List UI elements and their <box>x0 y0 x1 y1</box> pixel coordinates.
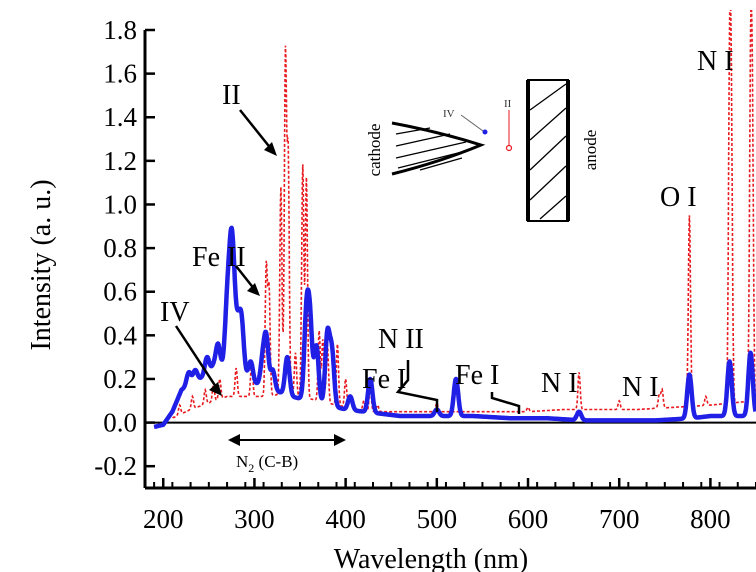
anode-hatching <box>529 83 567 220</box>
annotation-arrows <box>174 109 521 414</box>
n2-band-marker: N2 (C-B) <box>228 434 346 475</box>
inset-ii-dot <box>505 144 513 152</box>
x-tick-label: 800 <box>690 504 731 534</box>
tick-group: -0.2 0.0 0.2 0.4 0.6 0.8 1.0 1.2 1.4 1.6 1.8 200 300… <box>94 15 756 534</box>
y-tick-label: 0.2 <box>103 364 137 394</box>
n2-label-sub: 2 <box>248 461 254 475</box>
annotation-o-i: O I <box>660 182 697 213</box>
n2-band-label: N2 (C-B) <box>236 452 298 475</box>
inset-anode-label: anode <box>581 130 600 171</box>
leader-fe-i <box>490 392 521 414</box>
arrow-fe-ii <box>235 265 256 291</box>
y-tick-label: -0.2 <box>94 451 137 481</box>
x-tick-label: 500 <box>417 504 458 534</box>
x-tick-label: 400 <box>325 504 366 534</box>
n2-label-rest: (C-B) <box>254 452 298 471</box>
n2-band-right-arrow <box>334 434 346 446</box>
arrowhead-iv <box>209 382 222 396</box>
inset-schematic: cathode IV II anode <box>365 79 600 222</box>
x-tick-label: 600 <box>508 504 549 534</box>
y-tick-label: 0.4 <box>103 320 137 350</box>
n2-label-main: N <box>236 452 248 471</box>
annotation-n-i-656: N I <box>541 368 578 399</box>
anode-block <box>527 79 569 222</box>
x-tick-label: 700 <box>599 504 640 534</box>
y-tick-label: 0.6 <box>103 277 137 307</box>
inset-iv-dot <box>482 129 488 135</box>
arrowhead-ii <box>264 142 277 156</box>
annotation-fe-i-right: Fe I <box>455 360 499 391</box>
y-axis-title: Intensity (a. u.) <box>26 179 57 350</box>
y-tick-label: 1.4 <box>103 102 137 132</box>
x-axis-title: Wavelength (nm) <box>334 544 528 572</box>
cathode-tip-outline <box>391 121 486 176</box>
series-line-red <box>153 10 756 428</box>
x-tick-label: 300 <box>234 504 275 534</box>
series-line-blue <box>152 225 756 430</box>
y-tick-label: 0.8 <box>103 233 137 263</box>
arrow-iv <box>174 325 220 391</box>
annotation-ii: II <box>222 80 241 111</box>
inset-iv-label: IV <box>443 108 455 120</box>
inset-iv-leader <box>460 114 484 132</box>
y-tick-label: 1.6 <box>103 59 137 89</box>
leader-n-ii <box>395 360 439 412</box>
arrow-ii <box>239 109 273 151</box>
annotation-n-ii: N II <box>378 324 424 355</box>
y-tick-label: 1.0 <box>103 189 137 219</box>
arrowhead-fe-ii <box>247 283 260 296</box>
arrow-heads <box>209 142 277 396</box>
n2-band-left-arrow <box>228 434 240 446</box>
cathode-hatching <box>395 127 471 171</box>
annotation-n-i-744: N I <box>622 372 659 403</box>
y-tick-label: 0.0 <box>103 408 137 438</box>
inset-ii-label: II <box>504 98 512 110</box>
inset-cathode-label: cathode <box>365 124 384 177</box>
y-tick-label: 1.8 <box>103 15 137 45</box>
x-tick-label: 200 <box>143 504 184 534</box>
series-layer <box>152 10 756 430</box>
annotation-n-i-top: N I <box>697 46 734 77</box>
annotation-iv: IV <box>160 297 190 328</box>
y-tick-label: 1.2 <box>103 146 137 176</box>
